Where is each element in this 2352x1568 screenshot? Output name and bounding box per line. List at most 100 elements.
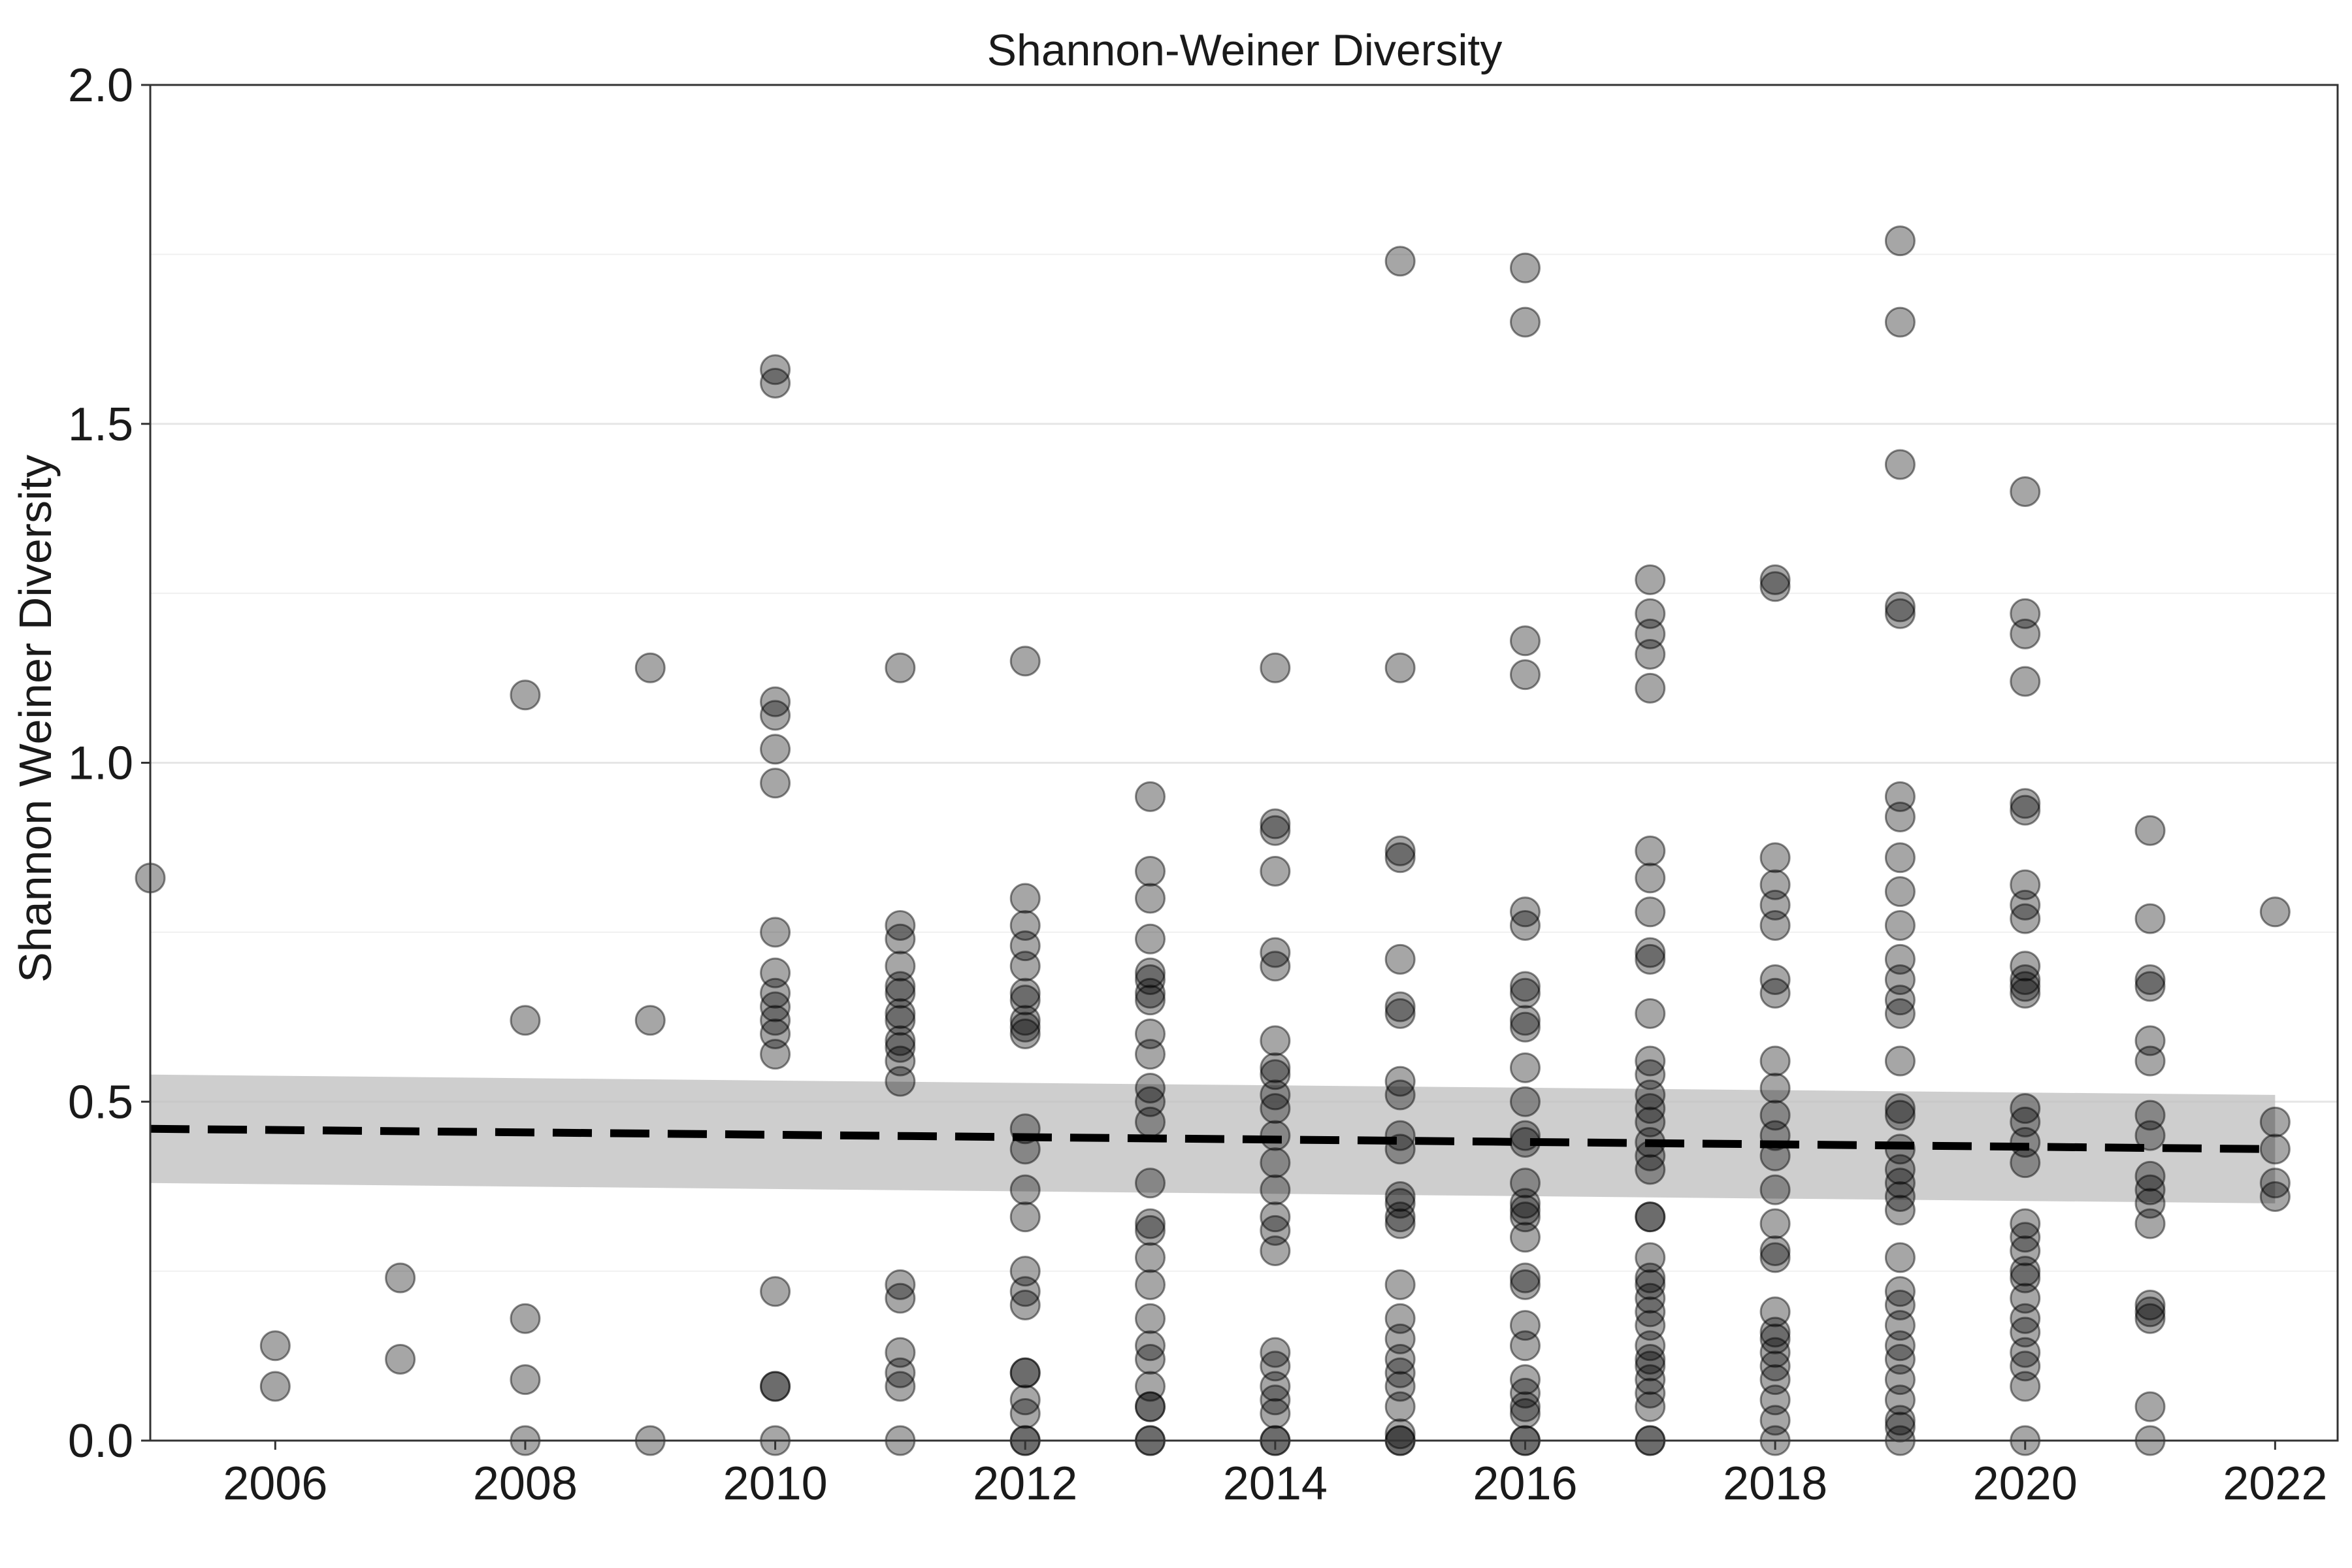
data-point [2134, 964, 2166, 995]
data-point [2010, 1316, 2041, 1348]
data-points [135, 225, 2291, 1456]
data-point [634, 652, 666, 683]
data-point [1009, 883, 1041, 914]
data-point [1509, 1005, 1541, 1036]
data-point [1635, 1201, 1666, 1233]
data-point [1884, 1154, 1916, 1185]
data-point [885, 652, 916, 683]
data-point [1884, 591, 1916, 623]
data-point [1135, 1106, 1166, 1137]
data-point [1009, 977, 1041, 1009]
data-point [1135, 1303, 1166, 1334]
data-point [1884, 985, 1916, 1016]
data-point [1759, 1364, 1791, 1396]
data-point [2259, 1106, 2291, 1137]
data-point [1884, 1194, 1916, 1226]
data-point [1384, 1371, 1416, 1402]
data-point [1384, 652, 1416, 683]
data-point [2010, 1147, 2041, 1179]
data-point [1635, 564, 1666, 595]
data-point [885, 1357, 916, 1388]
data-point [1884, 1100, 1916, 1131]
data-point [2010, 1222, 2041, 1253]
data-point [760, 768, 791, 799]
data-point [1135, 1269, 1166, 1300]
data-point [510, 1364, 541, 1396]
data-point [1135, 1168, 1166, 1199]
data-point [1009, 1256, 1041, 1287]
data-point [1509, 1310, 1541, 1341]
data-point [2010, 869, 2041, 900]
data-point [1384, 1208, 1416, 1239]
data-point [1884, 598, 1916, 629]
data-point [1884, 1168, 1916, 1199]
data-point [1260, 1384, 1291, 1416]
data-point [2134, 1391, 2166, 1422]
data-point [2010, 1371, 2041, 1402]
data-point [760, 734, 791, 765]
data-point [1260, 1371, 1291, 1402]
data-point [1009, 1276, 1041, 1307]
data-point [1884, 1330, 1916, 1362]
data-point [1509, 1086, 1541, 1117]
data-point [1509, 625, 1541, 657]
data-point [1884, 306, 1916, 338]
data-point [1509, 306, 1541, 338]
data-point [1135, 1019, 1166, 1049]
data-point [1509, 1398, 1541, 1429]
data-point [760, 1371, 791, 1402]
data-point [1009, 985, 1041, 1016]
data-point [760, 1019, 791, 1049]
data-point [1635, 998, 1666, 1029]
data-point [1884, 1310, 1916, 1341]
data-point [1260, 856, 1291, 887]
data-point [1260, 1093, 1291, 1124]
trend-line-layer [150, 1124, 2276, 1153]
data-point [1260, 1337, 1291, 1368]
data-point [1384, 998, 1416, 1029]
data-point [1384, 943, 1416, 975]
data-point [1260, 1350, 1291, 1382]
x-axis-ticks: 2006 2008 2010 2012 2014 2016 2018 2020 2022 [223, 1441, 2327, 1510]
data-point [1759, 910, 1791, 941]
data-point [2010, 977, 2041, 1009]
data-point [1009, 1290, 1041, 1320]
data-point [1884, 449, 1916, 480]
data-point [885, 1337, 916, 1368]
data-point [1135, 985, 1166, 1016]
data-point [1384, 835, 1416, 866]
data-point [1635, 1364, 1666, 1396]
data-point [1260, 808, 1291, 840]
x-tick-label: 2020 [1973, 1458, 2078, 1510]
data-point [2134, 971, 2166, 1002]
data-point [760, 368, 791, 399]
data-point [385, 1344, 416, 1375]
data-point [885, 1045, 916, 1077]
data-point [1135, 1391, 1166, 1422]
data-point [1884, 1181, 1916, 1212]
x-tick-label: 2022 [2223, 1458, 2327, 1510]
data-point [1135, 1344, 1166, 1375]
data-point [1759, 1235, 1791, 1266]
data-point [1635, 1296, 1666, 1328]
data-point [2134, 1208, 2166, 1239]
data-point [1384, 991, 1416, 1022]
data-point [1884, 1344, 1916, 1375]
data-point [1009, 1357, 1041, 1388]
data-point [1884, 943, 1916, 975]
data-point [1384, 1344, 1416, 1375]
data-point [2010, 951, 2041, 982]
data-point [1384, 1079, 1416, 1111]
data-point [1635, 1093, 1666, 1124]
data-point [2134, 815, 2166, 846]
data-point [2134, 1188, 2166, 1219]
data-point [1509, 1391, 1541, 1422]
data-point [1635, 1330, 1666, 1362]
data-point [885, 1269, 916, 1300]
data-point [1884, 1093, 1916, 1124]
data-point [1135, 957, 1166, 988]
data-point [1759, 1405, 1791, 1436]
data-point [2259, 1134, 2291, 1165]
data-point [1009, 1398, 1041, 1429]
